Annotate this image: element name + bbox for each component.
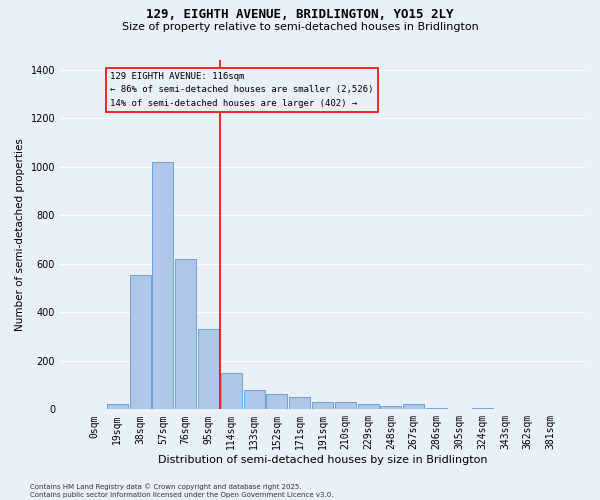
Bar xyxy=(358,404,379,409)
Bar xyxy=(244,390,265,409)
Bar xyxy=(289,397,310,409)
X-axis label: Distribution of semi-detached houses by size in Bridlington: Distribution of semi-detached houses by … xyxy=(158,455,487,465)
Bar xyxy=(312,402,333,409)
Text: Size of property relative to semi-detached houses in Bridlington: Size of property relative to semi-detach… xyxy=(122,22,478,32)
Bar xyxy=(472,408,493,410)
Bar xyxy=(380,406,401,409)
Bar xyxy=(426,408,447,410)
Y-axis label: Number of semi-detached properties: Number of semi-detached properties xyxy=(15,138,25,331)
Bar xyxy=(198,330,219,409)
Text: Contains HM Land Registry data © Crown copyright and database right 2025.
Contai: Contains HM Land Registry data © Crown c… xyxy=(30,484,334,498)
Bar xyxy=(107,404,128,409)
Bar xyxy=(152,162,173,410)
Bar xyxy=(175,259,196,410)
Bar xyxy=(130,274,151,409)
Text: 129, EIGHTH AVENUE, BRIDLINGTON, YO15 2LY: 129, EIGHTH AVENUE, BRIDLINGTON, YO15 2L… xyxy=(146,8,454,20)
Text: 129 EIGHTH AVENUE: 116sqm
← 86% of semi-detached houses are smaller (2,526)
14% : 129 EIGHTH AVENUE: 116sqm ← 86% of semi-… xyxy=(110,72,374,108)
Bar xyxy=(403,404,424,409)
Bar xyxy=(266,394,287,409)
Bar xyxy=(335,402,356,409)
Bar xyxy=(221,373,242,410)
